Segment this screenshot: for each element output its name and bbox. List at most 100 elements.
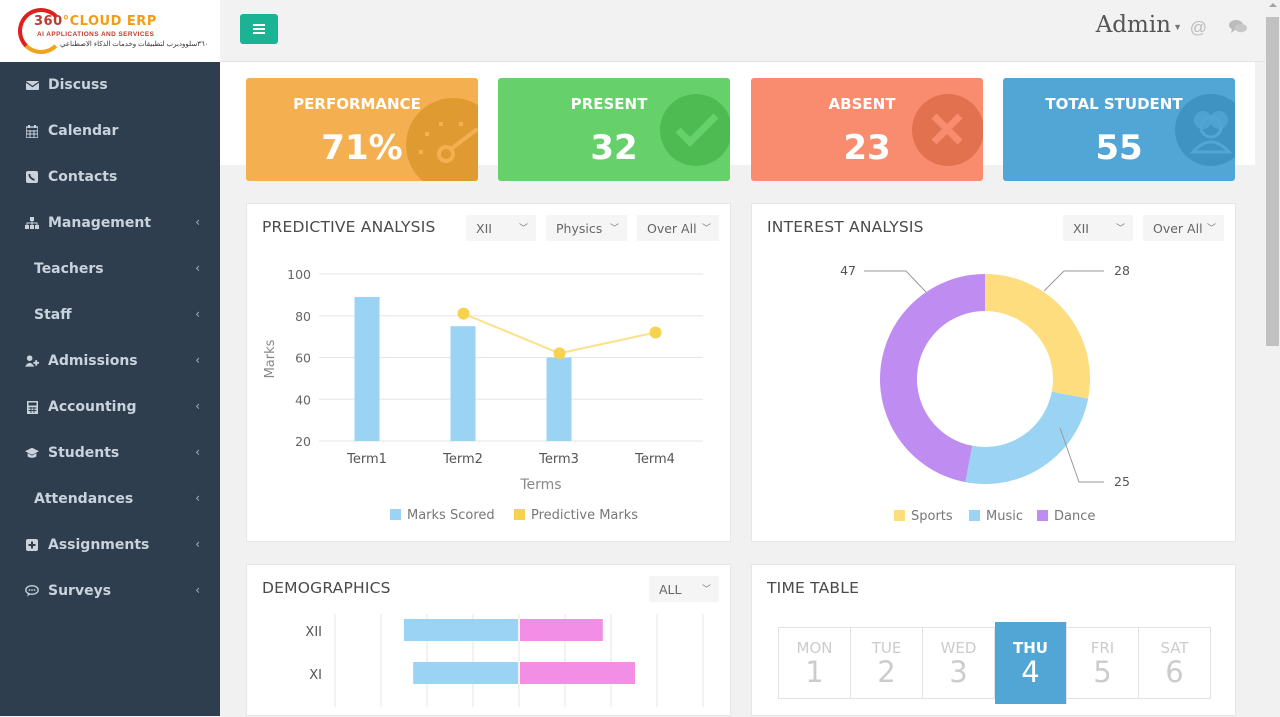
timetable-panel: TIME TABLE MON 1 TUE 2 WED 3 THU 4 FRI 5 SAT 6 [751,564,1236,716]
sidebar-item-students[interactable]: Students ‹ [0,430,220,476]
legend-label: Marks Scored [407,508,495,523]
data-label: 47 [840,263,856,278]
chevron-left-icon: ‹ [195,307,200,321]
day-name: SAT [1160,639,1189,657]
bar-boys [404,619,518,641]
week-strip: MON 1 TUE 2 WED 3 THU 4 FRI 5 SAT 6 [778,622,1211,704]
sidebar-item-accounting[interactable]: Accounting ‹ [0,384,220,430]
y-tick-label: 20 [295,434,311,449]
user-plus-icon [25,354,39,368]
stat-card-total-student[interactable]: TOTAL STUDENT 55 [1003,78,1235,181]
legend-swatch-music [969,510,980,521]
x-tick-label: Term2 [442,452,483,467]
sidebar-item-label: Staff [34,307,72,323]
brand-name-b: CLOUD ERP [69,14,157,29]
stat-card-performance[interactable]: PERFORMANCE 71% [246,78,478,181]
day-sat[interactable]: SAT 6 [1139,628,1210,698]
select-value: Physics [556,220,603,236]
chevron-left-icon: ‹ [195,537,200,551]
select-value: Over All [1153,220,1203,236]
stat-value: 71% [321,128,403,168]
sidebar-item-label: Students [48,445,120,461]
sidebar-item-label: Management [48,215,152,231]
mention-icon[interactable]: @ [1189,18,1207,37]
stat-card-absent[interactable]: ABSENT 23 [751,78,983,181]
scope-select[interactable]: Over All ﹀ [637,215,719,241]
day-wed[interactable]: WED 3 [923,628,995,698]
sidebar-item-assignments[interactable]: Assignments ‹ [0,522,220,568]
sidebar-item-surveys[interactable]: Surveys ‹ [0,568,220,614]
panel-title: DEMOGRAPHICS [262,579,391,597]
sidebar-item-label: Attendances [34,491,134,507]
day-name: MON [796,639,833,657]
y-tick-label: 40 [295,392,311,407]
select-value: ALL [659,581,682,597]
menu-toggle-button[interactable] [240,14,278,44]
y-tick-label: 80 [295,309,311,324]
legend-swatch-marks-scored [390,509,401,520]
sidebar-item-teachers[interactable]: Teachers ‹ [0,246,220,292]
day-thu[interactable]: THU 4 [995,622,1067,704]
subject-select[interactable]: Physics ﹀ [546,215,627,241]
scrollbar-thumb[interactable] [1266,17,1279,346]
brand-name-a: 360 [34,14,63,29]
bar-marks-scored [546,357,572,441]
day-mon[interactable]: MON 1 [779,628,851,698]
scroll-up-icon[interactable] [1269,3,1277,7]
x-tick-label: Term3 [538,452,579,467]
stat-card-present[interactable]: PRESENT 32 [498,78,730,181]
chevron-left-icon: ‹ [195,399,200,413]
stat-value: 32 [590,128,638,168]
chevron-down-icon: ﹀ [1206,224,1216,234]
sitemap-icon [25,216,39,230]
top-bar: Admin ▼ @ [220,0,1265,62]
page-scrollbar[interactable] [1265,0,1280,716]
sidebar-item-discuss[interactable]: Discuss [0,62,220,108]
day-date: 1 [805,655,824,689]
sidebar-item-admissions[interactable]: Admissions ‹ [0,338,220,384]
stat-label: ABSENT [828,95,896,113]
panel-title: TIME TABLE [767,579,860,597]
leader-line [1059,427,1104,483]
day-name: FRI [1090,639,1115,657]
plus-square-icon [25,538,39,552]
day-date: 3 [949,655,968,689]
sidebar-item-attendances[interactable]: Attendances ‹ [0,476,220,522]
user-name[interactable]: Admin [1095,12,1171,38]
sidebar-item-calendar[interactable]: Calendar [0,108,220,154]
speedometer-icon [406,98,478,181]
sidebar: 360°CLOUD ERP AI APPLICATIONS AND SERVIC… [0,0,220,716]
chat-icon[interactable] [1229,19,1247,39]
close-icon [912,94,983,166]
legend-swatch-predictive-marks [514,509,525,520]
legend-label: Predictive Marks [531,508,638,523]
day-date: 5 [1093,655,1112,689]
calendar-icon [25,124,39,138]
user-dropdown-caret-icon[interactable]: ▼ [1173,22,1182,32]
day-name: TUE [871,639,902,657]
scope-select[interactable]: Over All ﹀ [1143,215,1224,241]
demographics-select[interactable]: ALL ﹀ [649,576,719,602]
leader-line [864,270,927,293]
sidebar-item-staff[interactable]: Staff ‹ [0,292,220,338]
demographics-panel: DEMOGRAPHICS ALL ﹀ XII XI [246,564,731,716]
class-select[interactable]: XII ﹀ [466,215,536,241]
brand-logo[interactable]: 360°CLOUD ERP AI APPLICATIONS AND SERVIC… [0,0,220,62]
sidebar-item-label: Surveys [48,583,112,599]
sidebar-item-label: Calendar [48,123,119,139]
predictive-analysis-panel: PREDICTIVE ANALYSIS XII ﹀ Physics ﹀ Over A… [246,203,731,542]
sidebar-item-management[interactable]: Management ‹ [0,200,220,246]
class-select[interactable]: XII ﹀ [1063,215,1133,241]
day-fri[interactable]: FRI 5 [1067,628,1139,698]
predictive-point [649,326,662,339]
stat-label: TOTAL STUDENT [1045,95,1183,113]
demographics-chart: XII XI [305,614,704,707]
x-axis-title: Terms [519,477,561,493]
chevron-left-icon: ‹ [195,353,200,367]
sidebar-item-contacts[interactable]: Contacts [0,154,220,200]
leader-line [1043,270,1104,292]
legend-label: Dance [1054,509,1095,524]
day-tue[interactable]: TUE 2 [851,628,923,698]
sidebar-item-label: Contacts [48,169,118,185]
y-tick-label: XII [305,625,322,640]
